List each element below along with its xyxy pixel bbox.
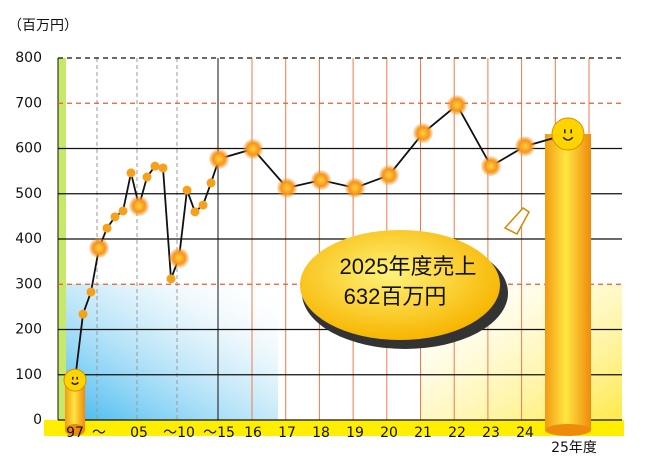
y-tick-label: 400	[15, 231, 42, 247]
y-tick-label: 700	[15, 95, 42, 111]
smiley-face	[71, 376, 79, 386]
y-tick-label: 300	[15, 276, 42, 292]
x-tick-label: 19	[346, 425, 364, 441]
x-tick-label: 〜15	[203, 425, 235, 441]
x-tick-label: 16	[244, 425, 262, 441]
x-tick-label: 21	[414, 425, 432, 441]
pointing-hand	[503, 207, 530, 235]
point	[110, 212, 120, 222]
bar	[545, 134, 591, 430]
point	[481, 156, 501, 177]
x-tick-label: 〜	[92, 425, 106, 441]
bar-bottom	[65, 424, 85, 436]
x-axis-strip	[44, 420, 624, 436]
smiley	[63, 368, 87, 392]
bar	[65, 380, 85, 430]
point	[379, 165, 399, 186]
point	[142, 172, 152, 182]
smiley-face	[562, 129, 574, 141]
x-tick-label: 05	[130, 425, 148, 441]
annotation-line: 632百万円	[344, 284, 447, 309]
y-tick-label: 100	[15, 367, 42, 383]
background-blue	[58, 284, 278, 420]
point	[78, 309, 88, 319]
y-tick-label: 500	[15, 186, 42, 202]
point	[515, 136, 535, 157]
x-tick-label: 23	[482, 425, 500, 441]
point	[102, 223, 112, 233]
point	[190, 207, 200, 217]
point	[86, 287, 96, 297]
point	[182, 185, 192, 195]
x-tick-label: 18	[312, 425, 330, 441]
x-tick-label: 〜10	[163, 425, 195, 441]
point	[150, 161, 160, 171]
point	[277, 177, 297, 198]
point	[126, 168, 136, 178]
y-tick-label: 800	[15, 50, 42, 66]
annotation-line: 2025年度売上	[340, 254, 477, 279]
point	[198, 200, 208, 210]
point	[209, 148, 229, 169]
point	[129, 195, 149, 216]
point	[169, 248, 189, 269]
y-tick-label: 0	[33, 412, 42, 428]
x-tick-label: 24	[516, 425, 534, 441]
point	[158, 163, 168, 173]
point	[345, 177, 365, 198]
x-tick-label: 20	[380, 425, 398, 441]
y-axis-label: （百万円）	[8, 18, 78, 34]
point	[118, 206, 128, 216]
bubble	[300, 230, 500, 340]
smiley	[551, 117, 585, 151]
point	[413, 123, 433, 144]
x-tick-label: 25年度	[551, 440, 597, 456]
bar-bottom	[545, 424, 591, 436]
point	[166, 274, 176, 284]
annotation: 2025年度売上 632百万円	[300, 207, 530, 349]
point	[206, 178, 216, 188]
point	[447, 95, 467, 116]
point	[89, 238, 109, 259]
point	[243, 138, 263, 159]
x-tick-label: 97	[66, 425, 84, 441]
x-tick-label: 22	[448, 425, 466, 441]
x-tick-label: 17	[278, 425, 296, 441]
y-tick-label: 200	[15, 322, 42, 338]
marks: 97 〜 05 〜10 〜15 16 17 18 19 20 21 22 23 24 25年度	[63, 95, 597, 456]
y-tick-label: 600	[15, 141, 42, 157]
point	[311, 170, 331, 191]
